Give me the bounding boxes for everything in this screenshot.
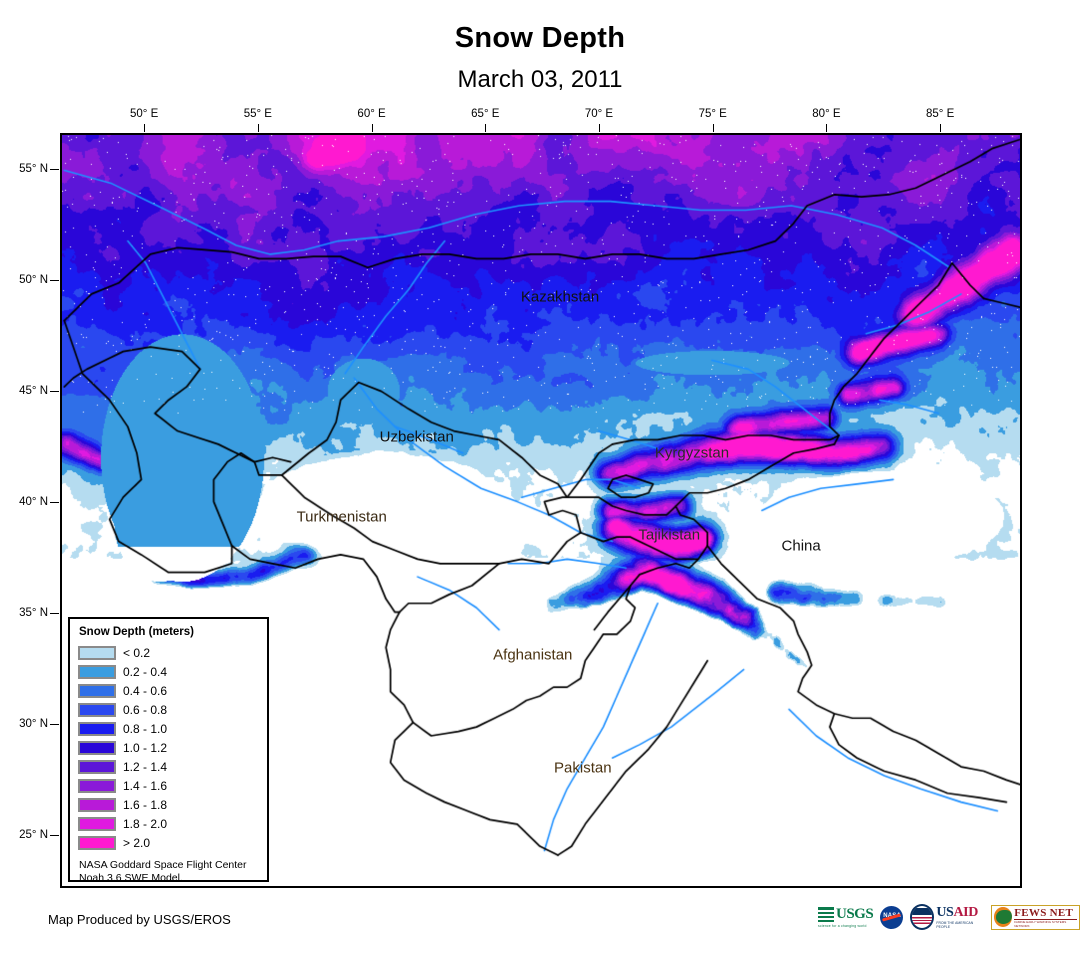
legend-credit-line2: Noah 3.6 SWE Model. bbox=[79, 871, 183, 884]
usaid-wordmark: USAID bbox=[936, 905, 978, 920]
lon-tick-mark-2 bbox=[371, 124, 373, 132]
lat-tick-label-6: 25° N bbox=[19, 828, 48, 841]
legend-swatch-10 bbox=[78, 835, 116, 850]
page-title: Snow Depth bbox=[454, 22, 626, 54]
nasa-logo: NASA bbox=[880, 905, 904, 929]
legend-swatch-4 bbox=[78, 721, 116, 736]
lon-tick-label-2: 60° E bbox=[357, 108, 386, 120]
lat-tick-mark-1 bbox=[50, 279, 59, 281]
country-label-kazakhstan: Kazakhstan bbox=[520, 288, 600, 306]
legend-row-0: < 0.2 bbox=[78, 643, 259, 662]
lat-tick-label-2: 45° N bbox=[19, 384, 48, 397]
lon-tick-label-0: 50° E bbox=[130, 108, 159, 120]
usaid-tagline: FROM THE AMERICAN PEOPLE bbox=[936, 921, 974, 929]
legend-label-0: < 0.2 bbox=[123, 645, 151, 660]
legend-label-8: 1.6 - 1.8 bbox=[123, 797, 168, 812]
legend-class-list: < 0.2 0.2 - 0.4 0.4 - 0.6 0.6 - 0.8 0.8 - 1.… bbox=[78, 643, 259, 852]
usgs-tagline: science for a changing world bbox=[818, 924, 867, 928]
country-label-pakistan: Pakistan bbox=[554, 759, 612, 777]
country-label-turkmenistan: Turkmenistan bbox=[296, 508, 387, 526]
lat-tick-mark-2 bbox=[50, 390, 59, 392]
legend-swatch-3 bbox=[78, 702, 116, 717]
lon-tick-label-7: 85° E bbox=[925, 108, 955, 120]
lat-tick-label-3: 40° N bbox=[19, 495, 48, 508]
legend-panel: Snow Depth (meters) < 0.2 0.2 - 0.4 0.4 - … bbox=[68, 617, 269, 884]
lat-tick-mark-6 bbox=[50, 834, 59, 836]
legend-row-5: 1.0 - 1.2 bbox=[78, 738, 259, 757]
usgs-mark-icon bbox=[818, 907, 834, 922]
usgs-wordmark: USGS bbox=[836, 906, 874, 922]
legend-credit-line1: NASA Goddard Space Flight Center bbox=[79, 859, 247, 871]
footer-produced-by: Map Produced by USGS/EROS bbox=[48, 912, 231, 927]
legend-row-10: > 2.0 bbox=[78, 833, 259, 852]
legend-credit: NASA Goddard Space Flight Center Noah 3.… bbox=[79, 859, 259, 884]
fewsnet-tagline: FAMINE EARLY WARNING SYSTEMS NETWORK bbox=[1014, 919, 1067, 928]
usaid-logo: USAID FROM THE AMERICAN PEOPLE bbox=[910, 904, 984, 930]
country-label-uzbekistan: Uzbekistan bbox=[379, 428, 454, 446]
legend-row-1: 0.2 - 0.4 bbox=[78, 662, 259, 681]
legend-swatch-2 bbox=[78, 683, 116, 698]
legend-row-2: 0.4 - 0.6 bbox=[78, 681, 259, 700]
fewsnet-logo: FEWS NET FAMINE EARLY WARNING SYSTEMS NE… bbox=[990, 904, 1080, 930]
lat-tick-mark-3 bbox=[50, 501, 59, 503]
legend-label-2: 0.4 - 0.6 bbox=[123, 683, 168, 698]
legend-row-9: 1.8 - 2.0 bbox=[78, 814, 259, 833]
lon-tick-mark-5 bbox=[712, 124, 714, 132]
legend-row-3: 0.6 - 0.8 bbox=[78, 700, 259, 719]
lon-tick-mark-0 bbox=[144, 124, 146, 132]
legend-label-5: 1.0 - 1.2 bbox=[123, 740, 168, 755]
lat-tick-label-5: 30° N bbox=[19, 717, 48, 730]
lon-tick-mark-3 bbox=[485, 124, 487, 132]
lon-tick-label-4: 70° E bbox=[584, 108, 614, 120]
page-subtitle: March 03, 2011 bbox=[457, 66, 623, 93]
legend-swatch-1 bbox=[78, 664, 116, 679]
legend-label-7: 1.4 - 1.6 bbox=[123, 778, 168, 793]
lon-tick-mark-6 bbox=[826, 124, 828, 132]
legend-row-7: 1.4 - 1.6 bbox=[78, 776, 259, 795]
fewsnet-wordmark: FEWS NET bbox=[1014, 907, 1077, 920]
legend-swatch-8 bbox=[78, 797, 116, 812]
lon-tick-mark-1 bbox=[257, 124, 259, 132]
legend-title: Snow Depth (meters) bbox=[79, 626, 195, 638]
lat-tick-label-1: 50° N bbox=[19, 273, 48, 286]
usaid-seal-icon bbox=[910, 904, 935, 930]
lon-tick-mark-4 bbox=[598, 124, 600, 132]
legend-swatch-0 bbox=[78, 645, 116, 660]
usgs-logo: USGS science for a changing world bbox=[818, 906, 874, 928]
legend-label-6: 1.2 - 1.4 bbox=[123, 759, 168, 774]
lat-tick-mark-5 bbox=[50, 723, 59, 725]
legend-swatch-9 bbox=[78, 816, 116, 831]
country-label-kyrgyzstan: Kyrgyzstan bbox=[654, 444, 730, 462]
legend-label-4: 0.8 - 1.0 bbox=[123, 721, 168, 736]
legend-label-3: 0.6 - 0.8 bbox=[123, 702, 168, 717]
legend-row-8: 1.6 - 1.8 bbox=[78, 795, 259, 814]
lon-tick-label-6: 80° E bbox=[812, 108, 841, 120]
lat-tick-label-4: 35° N bbox=[19, 606, 48, 619]
legend-label-9: 1.8 - 2.0 bbox=[123, 816, 168, 831]
agency-logos: USGS science for a changing world NASA U… bbox=[818, 904, 1080, 930]
lon-tick-label-1: 55° E bbox=[243, 108, 272, 120]
country-label-afghanistan: Afghanistan bbox=[493, 646, 573, 664]
legend-row-6: 1.2 - 1.4 bbox=[78, 757, 259, 776]
lon-tick-label-3: 65° E bbox=[471, 108, 500, 120]
legend-swatch-5 bbox=[78, 740, 116, 755]
legend-row-4: 0.8 - 1.0 bbox=[78, 719, 259, 738]
nasa-meatball-icon: NASA bbox=[880, 905, 904, 929]
legend-swatch-7 bbox=[78, 778, 116, 793]
lon-tick-mark-7 bbox=[940, 124, 942, 132]
fewsnet-globe-icon bbox=[993, 907, 1013, 927]
country-label-china: China bbox=[781, 537, 821, 555]
lat-tick-mark-0 bbox=[50, 168, 59, 170]
lon-tick-label-5: 75° E bbox=[698, 108, 727, 120]
lat-tick-label-0: 55° N bbox=[19, 162, 48, 175]
legend-swatch-6 bbox=[78, 759, 116, 774]
lat-tick-mark-4 bbox=[50, 612, 59, 614]
legend-label-10: > 2.0 bbox=[123, 835, 151, 850]
country-label-tajikistan: Tajikistan bbox=[638, 526, 701, 544]
legend-label-1: 0.2 - 0.4 bbox=[123, 664, 168, 679]
